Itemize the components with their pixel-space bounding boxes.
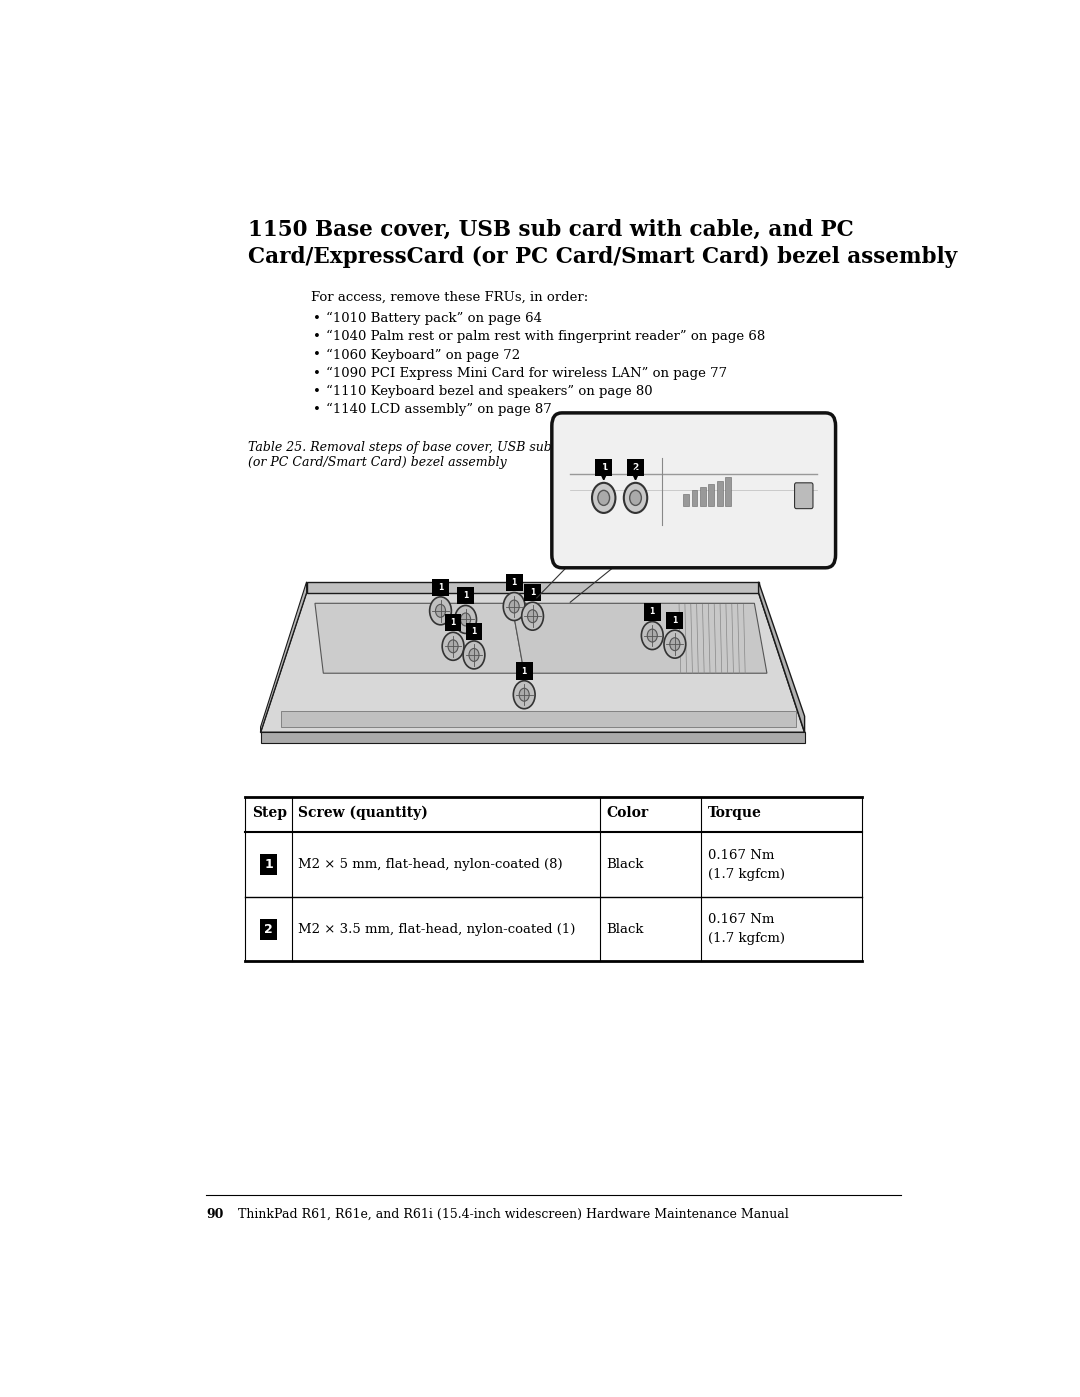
Text: “1060 Keyboard” on page 72: “1060 Keyboard” on page 72: [326, 348, 519, 362]
Bar: [595, 460, 612, 476]
Polygon shape: [260, 581, 307, 732]
Circle shape: [670, 637, 680, 651]
Text: ThinkPad R61, R61e, and R61i (15.4-inch widescreen) Hardware Maintenance Manual: ThinkPad R61, R61e, and R61i (15.4-inch …: [238, 1208, 788, 1221]
Text: Step: Step: [253, 806, 287, 820]
Circle shape: [642, 622, 663, 650]
Text: •: •: [313, 348, 321, 362]
Circle shape: [598, 490, 609, 506]
Circle shape: [448, 640, 458, 652]
Text: •: •: [313, 330, 321, 344]
Circle shape: [509, 601, 519, 613]
Text: 1: 1: [530, 588, 536, 597]
Text: Black: Black: [606, 923, 644, 936]
Text: •: •: [313, 404, 321, 416]
Circle shape: [460, 613, 471, 626]
Circle shape: [513, 680, 535, 708]
Circle shape: [624, 483, 647, 513]
Polygon shape: [260, 732, 805, 743]
Text: (1.7 kgfcm): (1.7 kgfcm): [708, 932, 785, 946]
Text: 1: 1: [450, 617, 456, 627]
Bar: [717, 481, 723, 507]
Text: For access, remove these FRUs, in order:: For access, remove these FRUs, in order:: [311, 291, 588, 303]
Text: 0.167 Nm: 0.167 Nm: [708, 914, 774, 926]
Text: 1150 Base cover, USB sub card with cable, and PC: 1150 Base cover, USB sub card with cable…: [248, 219, 854, 242]
Bar: [627, 460, 644, 476]
Circle shape: [503, 592, 525, 620]
Text: Black: Black: [606, 858, 644, 872]
Polygon shape: [512, 604, 767, 673]
Circle shape: [519, 689, 529, 701]
Bar: [505, 574, 523, 591]
Text: Table 25. Removal steps of base cover, USB sub card with cable, and PC Card/Expr: Table 25. Removal steps of base cover, U…: [248, 441, 828, 469]
Text: “1140 LCD assembly” on page 87: “1140 LCD assembly” on page 87: [326, 404, 552, 416]
Bar: [465, 623, 483, 640]
Text: 1: 1: [437, 583, 443, 592]
Polygon shape: [315, 604, 524, 673]
Bar: [644, 604, 661, 620]
Circle shape: [463, 641, 485, 669]
Polygon shape: [260, 592, 805, 732]
Text: •: •: [313, 366, 321, 380]
Bar: [260, 855, 278, 875]
Text: Color: Color: [606, 806, 648, 820]
Text: “1040 Palm rest or palm rest with fingerprint reader” on page 68: “1040 Palm rest or palm rest with finger…: [326, 330, 765, 344]
Bar: [684, 493, 689, 507]
Circle shape: [455, 605, 476, 633]
Text: 1: 1: [522, 666, 527, 676]
Text: M2 × 3.5 mm, flat-head, nylon-coated (1): M2 × 3.5 mm, flat-head, nylon-coated (1): [298, 923, 576, 936]
Bar: [666, 612, 684, 629]
Circle shape: [527, 609, 538, 623]
Bar: [725, 478, 731, 507]
Text: 90: 90: [206, 1208, 224, 1221]
Circle shape: [442, 633, 464, 661]
Text: 0.167 Nm: 0.167 Nm: [708, 848, 774, 862]
Text: Torque: Torque: [708, 806, 761, 820]
Text: “1110 Keyboard bezel and speakers” on page 80: “1110 Keyboard bezel and speakers” on pa…: [326, 386, 652, 398]
Text: 1: 1: [463, 591, 469, 601]
Bar: [260, 919, 278, 940]
Text: (1.7 kgfcm): (1.7 kgfcm): [708, 868, 785, 882]
Circle shape: [469, 648, 480, 661]
Text: “1090 PCI Express Mini Card for wireless LAN” on page 77: “1090 PCI Express Mini Card for wireless…: [326, 366, 727, 380]
Polygon shape: [282, 711, 796, 726]
Bar: [691, 490, 698, 507]
Circle shape: [630, 490, 642, 506]
Text: 1: 1: [672, 616, 677, 624]
Text: 1: 1: [600, 464, 607, 472]
Text: •: •: [313, 386, 321, 398]
Circle shape: [664, 630, 686, 658]
FancyBboxPatch shape: [552, 414, 836, 567]
FancyBboxPatch shape: [795, 483, 813, 509]
Text: 1: 1: [471, 627, 476, 636]
Circle shape: [592, 483, 616, 513]
Text: Screw (quantity): Screw (quantity): [298, 806, 429, 820]
Bar: [708, 483, 714, 507]
Polygon shape: [758, 581, 805, 732]
Circle shape: [647, 629, 658, 643]
Text: 1: 1: [650, 608, 654, 616]
Text: Card/ExpressCard (or PC Card/Smart Card) bezel assembly: Card/ExpressCard (or PC Card/Smart Card)…: [248, 246, 957, 268]
Bar: [432, 578, 449, 595]
Text: “1010 Battery pack” on page 64: “1010 Battery pack” on page 64: [326, 312, 542, 326]
Text: •: •: [313, 312, 321, 324]
Text: 2: 2: [265, 923, 273, 936]
Bar: [445, 615, 461, 631]
Bar: [516, 662, 532, 680]
Bar: [457, 587, 474, 605]
Circle shape: [435, 605, 446, 617]
Bar: [700, 488, 706, 507]
Circle shape: [430, 597, 451, 624]
Text: M2 × 5 mm, flat-head, nylon-coated (8): M2 × 5 mm, flat-head, nylon-coated (8): [298, 858, 563, 872]
Text: 1: 1: [265, 858, 273, 872]
Circle shape: [522, 602, 543, 630]
Text: 1: 1: [512, 578, 517, 587]
Polygon shape: [307, 581, 758, 592]
Text: 2: 2: [633, 464, 638, 472]
Bar: [524, 584, 541, 601]
